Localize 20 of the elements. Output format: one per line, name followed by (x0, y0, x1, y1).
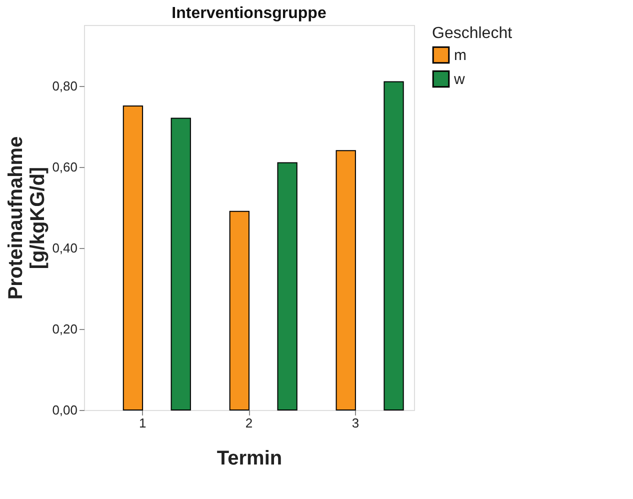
y-tick-label: 0,60 (52, 159, 78, 174)
chart-title: Interventionsgruppe (172, 5, 326, 22)
y-tick-label: 0,00 (52, 402, 78, 418)
bar (122, 106, 144, 410)
legend-title: Geschlecht (432, 25, 513, 42)
legend-label: w (453, 71, 465, 88)
bar (170, 118, 191, 410)
x-tick-label: 2 (245, 416, 253, 430)
y-tick-label: 0,40 (52, 240, 78, 256)
bar (277, 162, 298, 410)
legend-label: m (454, 47, 466, 64)
y-axis-title: Proteinaufnahme [g/kgKG/d] (5, 136, 50, 300)
x-tick-label: 3 (352, 416, 360, 430)
x-axis-title: Termin (216, 448, 282, 470)
y-tick-label: 0,20 (52, 321, 78, 336)
y-tick-label: 0,80 (52, 78, 78, 94)
x-tick-label: 1 (138, 416, 146, 430)
bar (336, 150, 356, 410)
bar (229, 210, 250, 410)
bar (384, 81, 404, 410)
